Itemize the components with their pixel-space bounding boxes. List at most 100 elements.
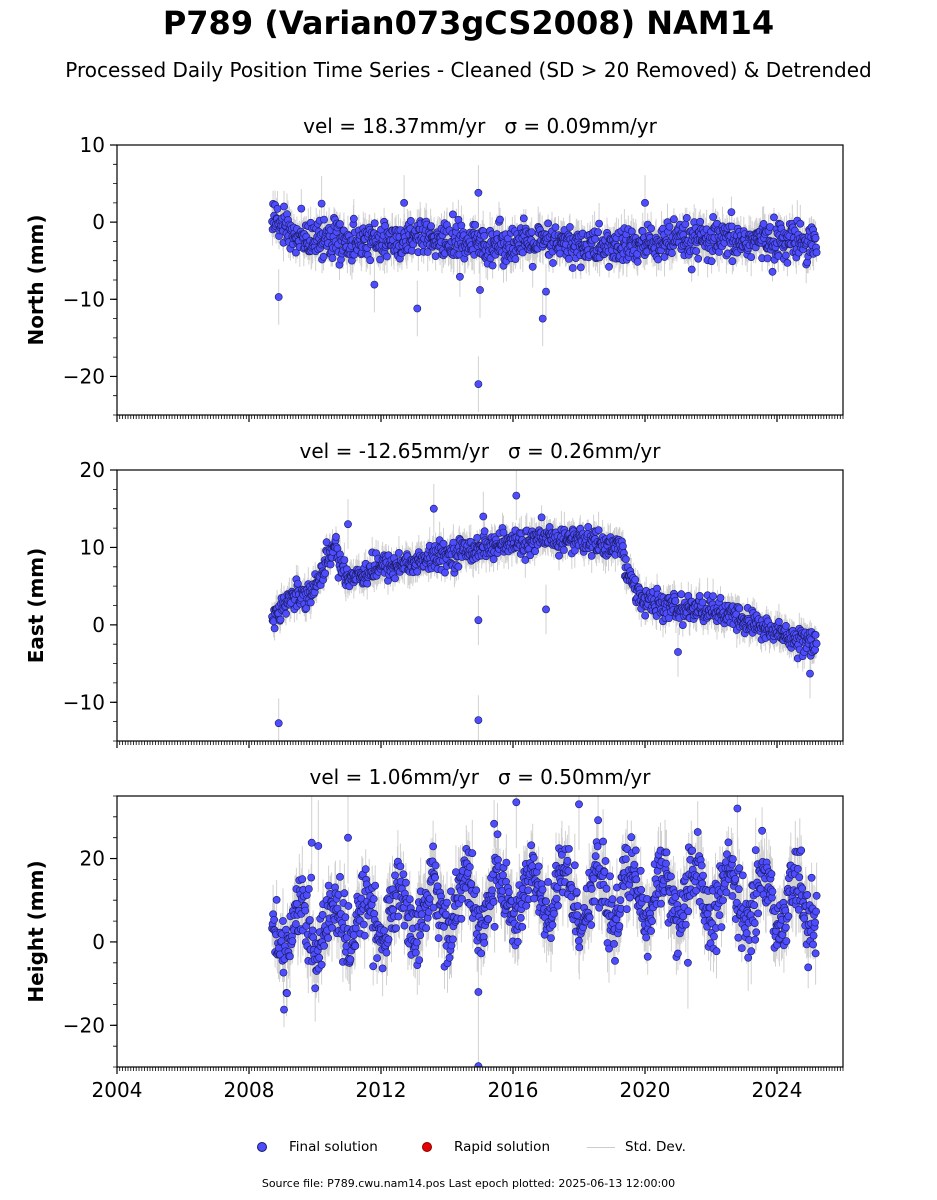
data-point bbox=[401, 878, 410, 887]
data-point bbox=[731, 875, 740, 883]
data-point bbox=[391, 871, 399, 880]
data-point bbox=[413, 567, 422, 576]
data-point bbox=[712, 947, 721, 956]
data-point bbox=[812, 639, 821, 648]
data-point bbox=[293, 579, 302, 588]
data-point bbox=[512, 491, 521, 500]
data-point bbox=[599, 837, 607, 846]
data-point bbox=[600, 867, 609, 876]
data-point bbox=[647, 224, 655, 233]
data-point bbox=[344, 902, 353, 910]
x-tick-label: 2016 bbox=[488, 1078, 539, 1102]
data-point bbox=[585, 913, 594, 922]
data-point bbox=[670, 215, 678, 224]
data-point bbox=[317, 960, 326, 969]
data-point bbox=[682, 213, 691, 222]
data-point bbox=[297, 204, 306, 213]
y-tick-label: 20 bbox=[80, 847, 105, 871]
legend-item-sd: Std. Dev. bbox=[587, 1136, 686, 1158]
data-point bbox=[307, 838, 316, 847]
data-point bbox=[638, 227, 647, 236]
data-point bbox=[276, 615, 285, 624]
data-point bbox=[729, 855, 737, 863]
data-point bbox=[684, 958, 692, 967]
data-point bbox=[285, 952, 294, 961]
data-point bbox=[750, 901, 759, 910]
data-point bbox=[630, 860, 639, 869]
data-point bbox=[366, 256, 375, 265]
data-point bbox=[710, 932, 718, 941]
data-point bbox=[809, 931, 818, 940]
data-point bbox=[794, 905, 803, 914]
data-point bbox=[752, 928, 761, 937]
data-point bbox=[554, 901, 562, 910]
data-point bbox=[291, 920, 300, 928]
data-point bbox=[282, 609, 290, 618]
panel-title: vel = 18.37mm/yr σ = 0.09mm/yr bbox=[303, 114, 657, 138]
data-point bbox=[307, 873, 316, 882]
legend-item-rapid: Rapid solution bbox=[422, 1136, 550, 1158]
data-point bbox=[734, 933, 743, 942]
data-point bbox=[324, 934, 332, 942]
data-point bbox=[632, 875, 641, 884]
data-point bbox=[272, 896, 281, 904]
plot-area bbox=[268, 165, 821, 412]
data-point bbox=[389, 906, 397, 914]
data-point bbox=[363, 579, 372, 588]
data-point bbox=[474, 988, 483, 996]
data-point bbox=[407, 246, 416, 255]
data-point bbox=[480, 231, 489, 240]
data-point bbox=[423, 248, 432, 256]
data-point bbox=[378, 964, 387, 973]
data-point bbox=[474, 380, 483, 388]
data-point bbox=[660, 253, 669, 261]
data-point bbox=[547, 934, 555, 942]
panel-title: vel = 1.06mm/yr σ = 0.50mm/yr bbox=[310, 765, 652, 789]
x-tick-label: 2020 bbox=[620, 1078, 671, 1102]
y-tick-label: −20 bbox=[63, 364, 105, 388]
data-point bbox=[782, 923, 790, 932]
data-point bbox=[488, 886, 496, 895]
data-point bbox=[477, 949, 486, 958]
data-point bbox=[494, 855, 502, 864]
y-tick-label: −10 bbox=[63, 690, 105, 714]
data-point bbox=[549, 259, 557, 267]
y-tick-label: 20 bbox=[80, 458, 105, 482]
data-point bbox=[344, 833, 352, 842]
data-point bbox=[782, 622, 790, 630]
data-point bbox=[457, 895, 466, 903]
data-point bbox=[538, 314, 547, 323]
data-point bbox=[728, 892, 737, 900]
data-point bbox=[812, 248, 821, 257]
data-point bbox=[665, 222, 674, 231]
data-point bbox=[528, 262, 537, 271]
final-solution-marker-icon bbox=[257, 1142, 267, 1152]
data-point bbox=[608, 895, 617, 904]
data-point bbox=[575, 800, 583, 809]
data-point bbox=[795, 873, 804, 882]
data-point bbox=[474, 1062, 483, 1067]
data-point bbox=[807, 873, 816, 882]
y-axis-label: East (mm) bbox=[24, 548, 48, 664]
data-point bbox=[631, 846, 640, 855]
data-point bbox=[369, 962, 378, 971]
data-point bbox=[709, 213, 717, 221]
data-point bbox=[800, 914, 809, 923]
data-point bbox=[674, 949, 682, 958]
data-point bbox=[504, 888, 513, 896]
data-point bbox=[411, 948, 420, 957]
data-point bbox=[400, 921, 409, 930]
data-point bbox=[735, 604, 744, 613]
data-point bbox=[793, 865, 802, 873]
data-point bbox=[697, 861, 706, 870]
data-point bbox=[288, 937, 297, 945]
y-tick-label: 0 bbox=[92, 930, 105, 954]
data-point bbox=[530, 894, 539, 903]
data-point bbox=[717, 923, 726, 931]
data-point bbox=[417, 910, 426, 919]
data-point bbox=[441, 568, 449, 577]
data-point bbox=[606, 872, 614, 881]
data-point bbox=[797, 846, 806, 855]
data-point bbox=[767, 870, 776, 878]
data-point bbox=[665, 614, 673, 622]
